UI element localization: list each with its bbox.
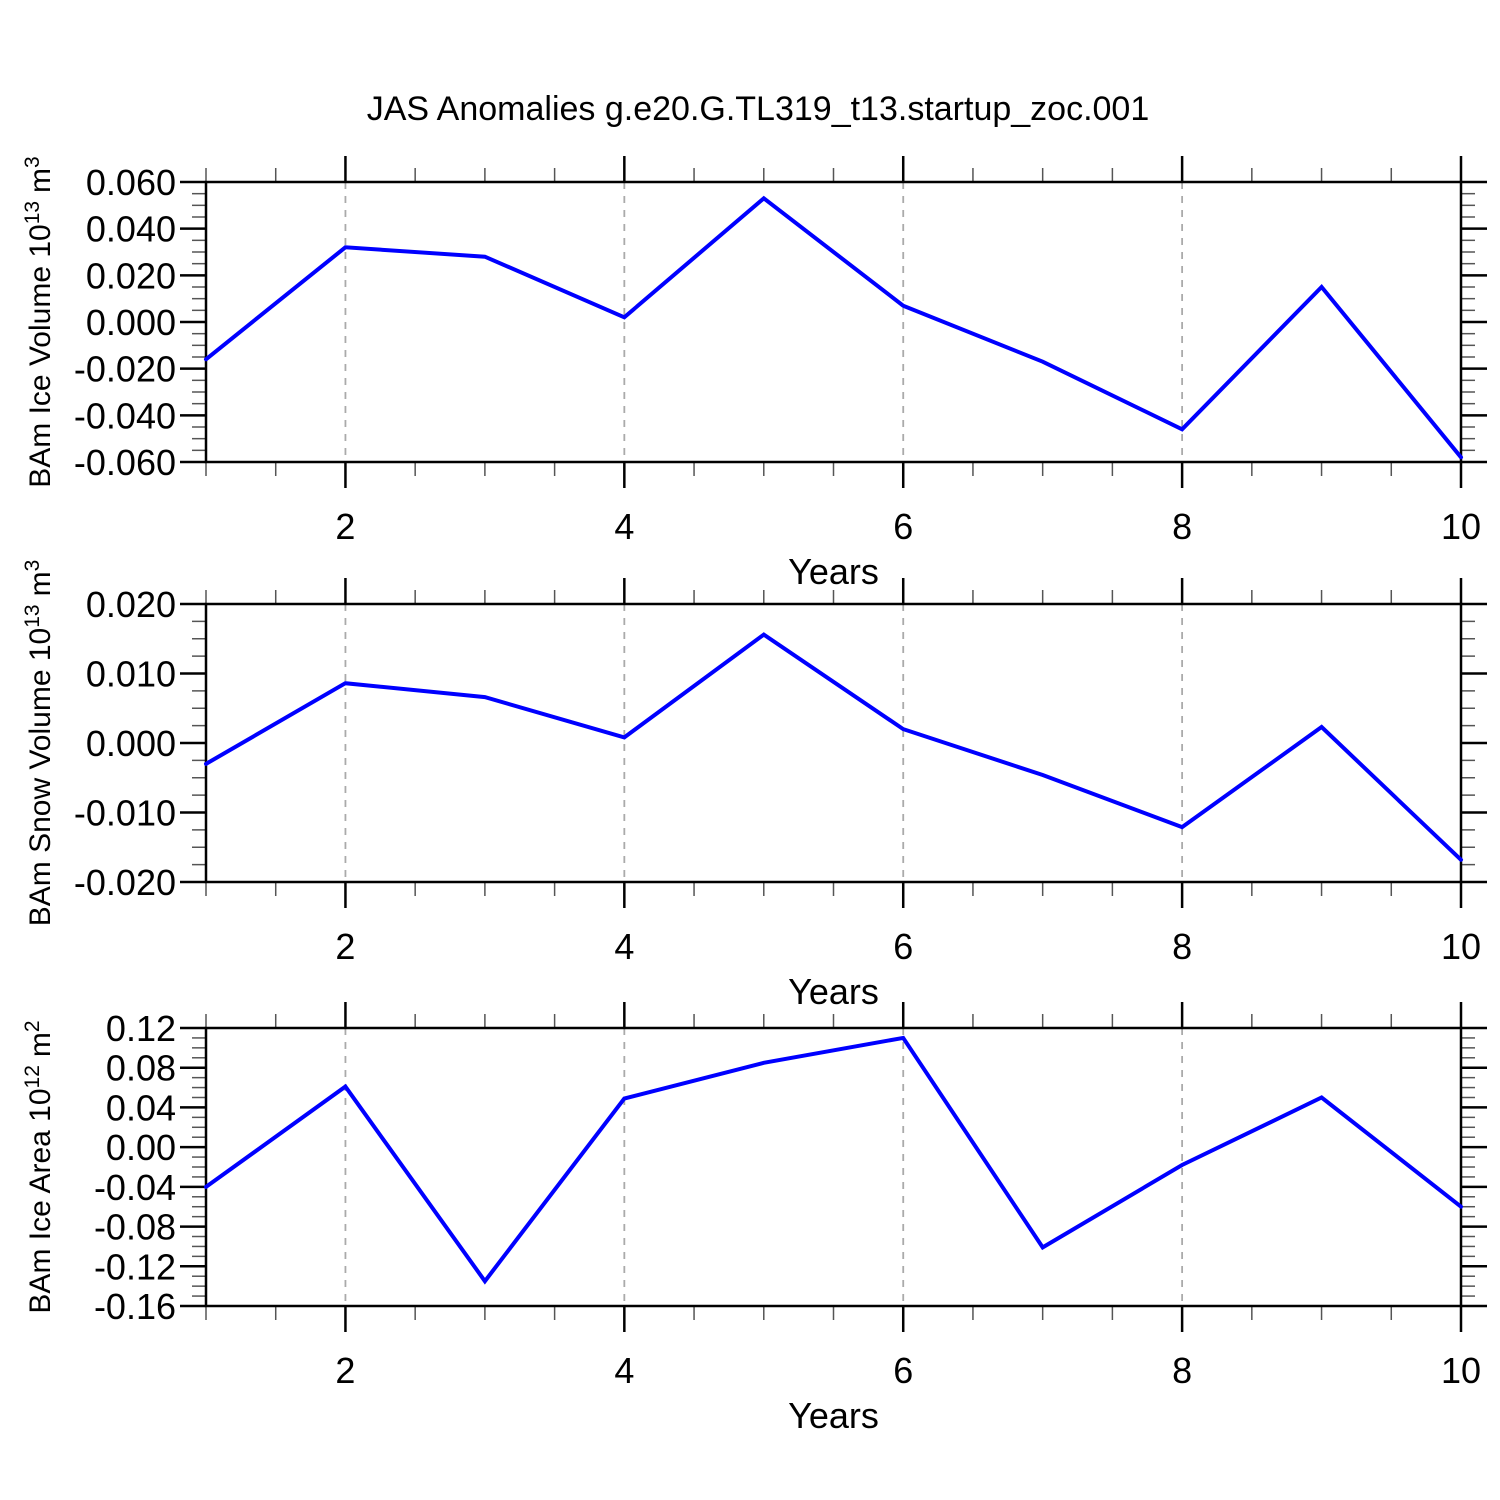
panel-2: 0.020 0.010 0.000 -0.010 -0.020 2 4 6 8 10 Years [74, 578, 1487, 1012]
superscript: 13 [21, 604, 44, 627]
ytick-labels: 0.120.080.040.00-0.04-0.08-0.12-0.16 [94, 1008, 176, 1327]
xtick-label: 2 [335, 926, 355, 967]
xtick-label: 2 [335, 1350, 355, 1391]
panel-3-y-axis-title: BAm Ice Area 1012 m2 [21, 1020, 57, 1313]
xtick-label: 4 [614, 1350, 634, 1391]
xtick-label: 4 [614, 926, 634, 967]
ytick-label: -0.040 [74, 395, 176, 436]
ytick-label: -0.12 [94, 1246, 176, 1287]
ytick-label: -0.08 [94, 1207, 176, 1248]
xtick-label: 2 [335, 506, 355, 547]
gridlines [344, 604, 1184, 882]
y-axis-title-unit: m [24, 168, 57, 193]
x-axis-label: Years [788, 1395, 879, 1436]
xtick-label: 10 [1441, 1350, 1481, 1391]
ytick-label: 0.010 [86, 654, 176, 695]
y-axis-title-text: BAm Ice Area 10 [24, 1088, 57, 1313]
ytick-label: -0.020 [74, 862, 176, 903]
ytick-label: 0.000 [86, 723, 176, 764]
series-line [204, 1035, 1463, 1285]
ytick-label: -0.16 [94, 1286, 176, 1327]
y-axis-title-text: BAm Ice Volume 10 [24, 224, 57, 487]
xtick-labels: 2 4 6 8 10 [335, 506, 1481, 547]
superscript: 3 [21, 560, 44, 572]
plot-frame [204, 602, 1463, 884]
ytick-label: 0.08 [106, 1048, 176, 1089]
ytick-labels: 0.060 0.040 0.020 0.000 -0.020 -0.040 -0.060 [74, 162, 176, 483]
ytick-label: 0.00 [106, 1127, 176, 1168]
superscript: 2 [21, 1020, 44, 1032]
y-axis-title-text: BAm Snow Volume 10 [24, 628, 57, 927]
ytick-label: 0.04 [106, 1087, 176, 1128]
superscript: 3 [21, 156, 44, 168]
ytick-label: -0.020 [74, 349, 176, 390]
minor-ticks [192, 1014, 1475, 1320]
ytick-label: 0.12 [106, 1008, 176, 1049]
y-axis-title-unit: m [24, 1032, 57, 1057]
x-axis-label: Years [788, 971, 879, 1012]
xtick-label: 8 [1172, 506, 1192, 547]
panel-2-y-axis-title: BAm Snow Volume 1013 m3 [21, 560, 57, 927]
series-line [204, 195, 1463, 460]
x-axis-label: Years [788, 551, 879, 592]
plot-frame [204, 180, 1463, 464]
major-ticks [180, 578, 1487, 908]
panel-3: 0.120.080.040.00-0.04-0.08-0.12-0.16 2 4 6 8… [94, 1002, 1487, 1436]
ytick-label: 0.060 [86, 162, 176, 203]
gridlines [344, 1028, 1184, 1306]
minor-ticks [192, 168, 1475, 476]
major-ticks [180, 1002, 1487, 1332]
ytick-label: 0.020 [86, 584, 176, 625]
xtick-label: 10 [1441, 506, 1481, 547]
minor-ticks [192, 590, 1475, 896]
xtick-label: 8 [1172, 1350, 1192, 1391]
panel-1: 0.060 0.040 0.020 0.000 -0.020 -0.040 -0.060 2 4… [74, 156, 1487, 592]
xtick-labels: 2 4 6 8 10 [335, 1350, 1481, 1391]
xtick-labels: 2 4 6 8 10 [335, 926, 1481, 967]
xtick-label: 10 [1441, 926, 1481, 967]
xtick-label: 6 [893, 926, 913, 967]
ytick-label: -0.060 [74, 442, 176, 483]
superscript: 13 [21, 201, 44, 224]
ytick-label: 0.000 [86, 302, 176, 343]
superscript: 12 [21, 1065, 44, 1088]
y-axis-title-unit: m [24, 571, 57, 596]
xtick-label: 8 [1172, 926, 1192, 967]
ytick-label: -0.010 [74, 793, 176, 834]
xtick-label: 6 [893, 506, 913, 547]
major-ticks [180, 156, 1487, 488]
chart-title: JAS Anomalies g.e20.G.TL319_t13.startup_… [366, 90, 1150, 128]
panels-group: 0.060 0.040 0.020 0.000 -0.020 -0.040 -0.060 2 4… [74, 156, 1487, 1436]
plot-frame [204, 1026, 1463, 1308]
ytick-labels: 0.020 0.010 0.000 -0.010 -0.020 [74, 584, 176, 903]
ytick-label: 0.040 [86, 209, 176, 250]
gridlines [344, 182, 1184, 462]
panel-1-y-axis-title: BAm Ice Volume 1013 m3 [21, 156, 57, 488]
xtick-label: 6 [893, 1350, 913, 1391]
series-line [204, 632, 1463, 862]
ytick-label: -0.04 [94, 1167, 176, 1208]
ytick-label: 0.020 [86, 255, 176, 296]
xtick-label: 4 [614, 506, 634, 547]
